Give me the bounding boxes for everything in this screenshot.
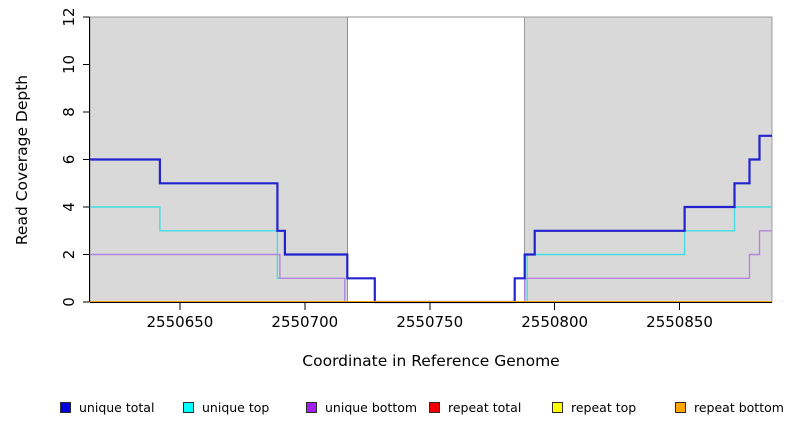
y-axis-title: Read Coverage Depth: [13, 75, 31, 245]
legend-label-repeat-top: repeat top: [571, 399, 637, 415]
x-tick-label: 2550750: [396, 313, 463, 331]
y-tick-label: 0: [60, 297, 78, 307]
legend-label-unique-total: unique total: [79, 399, 155, 415]
legend-label-repeat-total: repeat total: [448, 399, 522, 415]
x-axis-title: Coordinate in Reference Genome: [302, 352, 559, 370]
legend-label-unique-top: unique top: [202, 399, 270, 415]
legend-swatch-repeat-top: [552, 401, 563, 413]
legend-item-unique-top: unique top: [183, 397, 269, 417]
x-tick-label: 2550850: [646, 313, 713, 331]
legend-item-repeat-top: repeat top: [552, 397, 636, 417]
series-line-unique-bottom: [90, 230, 772, 303]
series-line-unique-total: [90, 134, 772, 304]
y-tick-label: 8: [60, 107, 78, 117]
legend-swatch-repeat-total: [429, 401, 440, 413]
middle-gap-region: [346, 16, 526, 303]
legend-item-unique-total: unique total: [60, 397, 154, 417]
legend-item-repeat-total: repeat total: [429, 397, 521, 417]
y-tick-label: 6: [60, 155, 78, 165]
x-tick-label: 2550800: [521, 313, 588, 331]
right-shaded-region: [524, 16, 773, 303]
legend-item-repeat-bottom: repeat bottom: [675, 397, 784, 417]
legend-swatch-repeat-bottom: [675, 401, 686, 413]
y-tick-label: 10: [60, 55, 78, 74]
legend-label-repeat-bottom: repeat bottom: [694, 399, 784, 415]
plot-area: 0 2 4 6 8 10 12 2550650 2550700 2550750 2550800 255…: [13, 7, 773, 370]
x-tick-label: 2550650: [147, 313, 214, 331]
legend-swatch-unique-bottom: [306, 401, 317, 413]
y-tick-label: 12: [60, 7, 78, 26]
x-tick-label: 2550700: [271, 313, 338, 331]
legend-swatch-unique-top: [183, 401, 194, 413]
legend: unique total unique top unique bottom repea…: [0, 397, 792, 421]
y-tick-label: 2: [60, 250, 78, 260]
legend-label-unique-bottom: unique bottom: [325, 399, 418, 415]
y-tick-label: 4: [60, 202, 78, 212]
legend-item-unique-bottom: unique bottom: [306, 397, 417, 417]
legend-swatch-unique-total: [60, 401, 71, 413]
